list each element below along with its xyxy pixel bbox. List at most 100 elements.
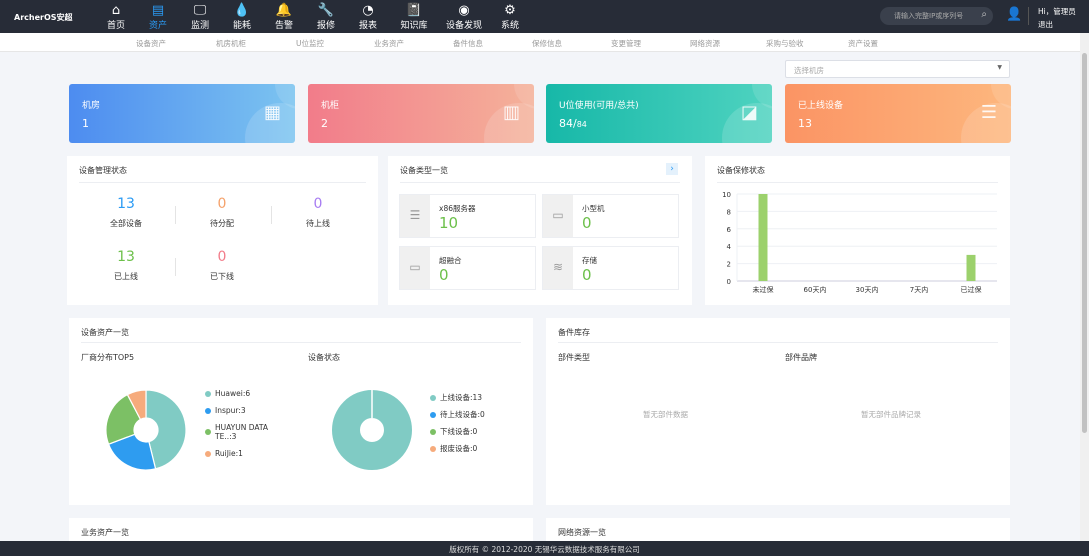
drop-icon: 💧 [233,3,251,18]
top-header: ArcherOS安超 ⌂ 首页 ▤ 资产 🖵 监测 💧 能耗 🔔 告警 🔧 报修 ◔ 报表 📓… [0,0,1089,33]
nav-knowledge[interactable]: 📓 知识库 [389,0,439,33]
subnav-item[interactable]: U位监控 [296,39,324,48]
nav-system[interactable]: ⚙ 系统 [489,0,531,33]
legend-dot [205,429,211,435]
caret-down-icon: ▼ [997,64,1002,71]
card-rooms[interactable]: 机房 1 ▦ [69,84,295,143]
stat-value: 0 [217,196,227,212]
legend-item[interactable]: 报废设备:0 [430,444,485,453]
type-minicomputer[interactable]: ▭ 小型机 0 [542,194,679,238]
nav-discovery[interactable]: ◉ 设备发现 [439,0,489,33]
y-tick-label: 6 [727,226,732,234]
status-legend: 上线设备:13 待上线设备:0 下线设备:0 报废设备:0 [430,393,485,453]
subnav-item[interactable]: 资产设置 [848,39,878,48]
stat-label: 已上线 [114,272,138,281]
subnav-item[interactable]: 网络资源 [690,39,720,48]
gear-icon: ⚙ [504,3,516,18]
legend-item[interactable]: 下线设备:0 [430,427,485,436]
legend-dot [430,445,436,452]
book-icon: 📓 [405,3,423,18]
card-title: U位使用(可用/总共) [559,101,639,111]
legend-item[interactable]: 上线设备:13 [430,393,485,402]
nav-report[interactable]: ◔ 报表 [347,0,389,33]
nav-label: 能耗 [232,21,251,31]
nav-assets[interactable]: ▤ 资产 [137,0,179,33]
footer: 版权所有 © 2012-2020 无锡华云数据技术服务有限公司 [0,541,1089,556]
card-title: 机房 [82,101,101,111]
panel-device-types: 设备类型一览 ☰ x86服务器 10 ▭ 小型机 0 ▭ 超融合 0 ≋ 存储 0 [388,156,692,305]
subnav-item[interactable]: 备件信息 [453,39,483,48]
stat-value: 13 [117,196,135,212]
document-icon: ▤ [151,3,165,18]
legend-item[interactable]: Huawei:6 [205,389,277,398]
subnav-item[interactable]: 业务资产 [374,39,404,48]
select-placeholder: 选择机房 [794,66,824,75]
stat-unassigned[interactable]: 0 待分配 [182,196,262,229]
type-count: 0 [582,214,592,232]
y-tick-label: 4 [727,243,732,251]
card-u-usage[interactable]: U位使用(可用/总共) 84/84 ◪ [546,84,772,143]
logout-link[interactable]: 退出 [1038,20,1053,29]
stat-online[interactable]: 13 已上线 [86,249,166,282]
nav-home[interactable]: ⌂ 首页 [95,0,137,33]
user-icon[interactable]: 👤 [1006,7,1023,22]
nav-alarm[interactable]: 🔔 告警 [263,0,305,33]
scrollbar[interactable] [1080,33,1089,541]
legend-item[interactable]: HUAYUN DATA TE..:3 [205,423,277,441]
x-tick-label: 未过保 [753,285,774,294]
part-type-title: 部件类型 [558,353,590,362]
nav-label: 首页 [106,21,125,31]
type-count: 0 [582,266,592,284]
sub-nav: 设备资产 机房机柜 U位监控 业务资产 备件信息 保修信息 变更管理 网络资源 … [0,33,1080,52]
card-title: 已上线设备 [798,101,844,111]
legend-item[interactable]: Inspur:3 [205,406,277,415]
tablet-eye-icon: ◉ [458,3,470,18]
type-hyperconverged[interactable]: ▭ 超融合 0 [399,246,536,290]
panel-title: 设备管理状态 [79,166,127,175]
card-online-devices[interactable]: 已上线设备 13 ☰ [785,84,1011,143]
card-cabinets[interactable]: 机柜 2 ▥ [308,84,534,143]
type-label: 超融合 [439,256,462,265]
y-tick-label: 10 [722,191,731,199]
panel-warranty: 设备保修状态 0 2 4 6 8 10 未过保 60天内 30天内 7天内 已过保 [705,156,1010,305]
legend-label: Inspur:3 [215,406,246,415]
divider [1028,7,1029,25]
logo: ArcherOS安超 [14,13,73,22]
server-icon: ☰ [400,195,430,237]
search-icon[interactable]: ⌕ [981,9,987,20]
warranty-bar-chart: 0 2 4 6 8 10 未过保 60天内 30天内 7天内 已过保 [722,191,997,294]
subnav-item[interactable]: 设备资产 [136,39,166,48]
vendor-legend: Huawei:6 Inspur:3 HUAYUN DATA TE..:3 RuiJie… [205,389,277,458]
greeting: Hi，管理员 [1038,7,1076,16]
subnav-item[interactable]: 保修信息 [532,39,562,48]
stat-offline[interactable]: 0 已下线 [182,249,262,282]
nav-label: 设备发现 [445,21,482,31]
subnav-item[interactable]: 采购与验收 [766,39,804,48]
chevron-right-icon[interactable]: › [666,163,678,175]
legend-label: HUAYUN DATA TE..:3 [215,423,269,441]
legend-dot [205,390,211,397]
nav-label: 监测 [190,21,209,31]
vendor-chart-title: 厂商分布TOP5 [81,353,135,362]
type-label: x86服务器 [439,204,476,213]
type-count: 0 [439,266,449,284]
nav-energy[interactable]: 💧 能耗 [221,0,263,33]
nav-monitor[interactable]: 🖵 监测 [179,0,221,33]
search-input[interactable]: 请输入完整IP或序列号 ⌕ [880,7,993,25]
stat-all[interactable]: 13 全部设备 [86,196,166,229]
nav-repair[interactable]: 🔧 报修 [305,0,347,33]
server-icon: ☰ [980,102,997,123]
subnav-item[interactable]: 变更管理 [611,39,641,48]
room-select[interactable]: 选择机房 ▼ [785,60,1010,78]
search-placeholder: 请输入完整IP或序列号 [894,12,964,20]
card-value: 2 [321,117,328,130]
nav-label: 告警 [274,21,293,31]
stat-pending[interactable]: 0 待上线 [278,196,358,229]
type-x86[interactable]: ☰ x86服务器 10 [399,194,536,238]
stat-label: 全部设备 [110,219,142,228]
type-storage[interactable]: ≋ 存储 0 [542,246,679,290]
legend-item[interactable]: RuiJie:1 [205,449,277,458]
legend-item[interactable]: 待上线设备:0 [430,410,485,419]
subnav-item[interactable]: 机房机柜 [216,39,246,48]
minicomputer-icon: ▭ [543,195,573,237]
